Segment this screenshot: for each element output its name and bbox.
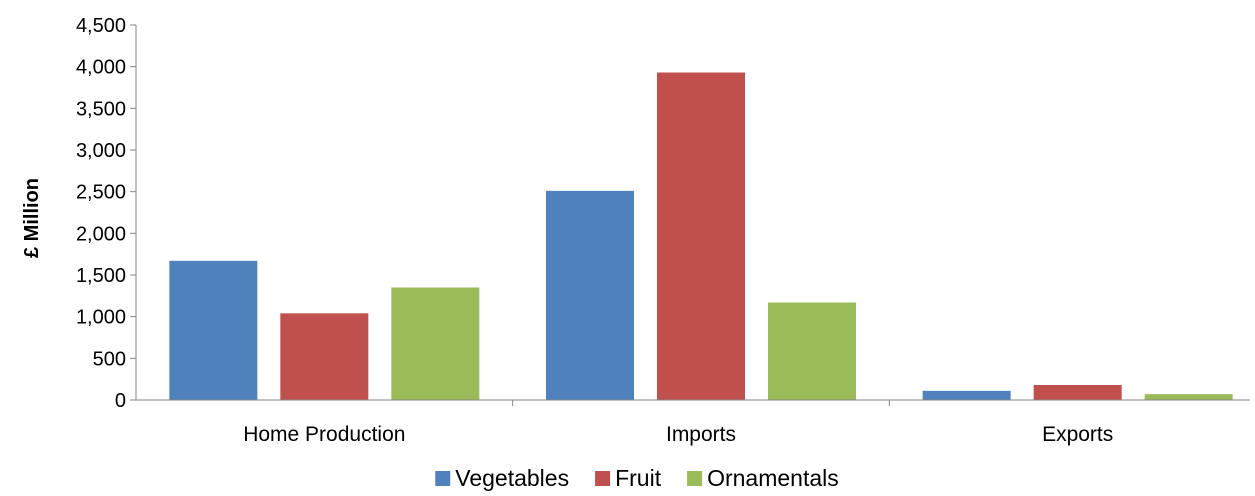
y-tick-label: 4,500	[76, 15, 126, 37]
legend-label-ornamentals: Ornamentals	[707, 465, 839, 491]
y-tick-label: 1,500	[76, 265, 126, 287]
y-tick-label: 4,000	[76, 57, 126, 79]
legend-swatch-fruit	[595, 471, 611, 486]
bar-vegetables-home-production	[169, 260, 258, 400]
bar-ornamentals-home-production	[391, 287, 480, 400]
legend-swatch-vegetables	[435, 471, 451, 486]
bar-fruit-home-production	[280, 313, 369, 400]
x-category-label: Home Production	[243, 423, 405, 446]
legend-label-fruit: Fruit	[615, 465, 662, 491]
x-category-label: Imports	[666, 423, 736, 446]
y-tick-label: 0	[115, 390, 126, 412]
bar-fruit-imports	[657, 72, 745, 400]
legend-swatch-ornamentals	[687, 471, 703, 486]
y-tick-label: 3,000	[76, 140, 126, 162]
y-tick-label: 2,500	[76, 182, 126, 204]
bar-ornamentals-exports	[1144, 394, 1233, 400]
y-tick-label: 3,500	[76, 98, 126, 120]
legend-label-vegetables: Vegetables	[455, 465, 569, 491]
y-tick-label: 2,000	[76, 223, 126, 245]
y-axis-title: £ Million	[21, 178, 43, 258]
bar-ornamentals-imports	[768, 302, 856, 400]
x-category-label: Exports	[1042, 423, 1113, 446]
bar-vegetables-exports	[922, 390, 1011, 400]
bar-vegetables-imports	[546, 190, 634, 400]
y-tick-label: 1,000	[76, 307, 126, 329]
y-tick-label: 500	[93, 348, 126, 370]
bar-fruit-exports	[1033, 385, 1122, 400]
